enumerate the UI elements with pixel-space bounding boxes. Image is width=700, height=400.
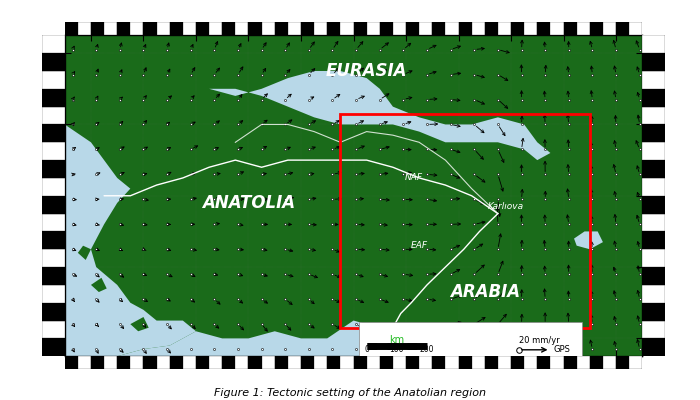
Polygon shape	[309, 367, 370, 388]
Text: 20 mm/yr: 20 mm/yr	[519, 336, 560, 345]
Polygon shape	[91, 278, 106, 292]
Text: 100: 100	[390, 344, 404, 354]
Text: ARABIA: ARABIA	[449, 283, 520, 301]
Text: 200: 200	[420, 344, 434, 354]
Text: EURASIA: EURASIA	[326, 62, 407, 80]
Text: km: km	[389, 335, 405, 345]
Bar	[340, 114, 590, 328]
Text: NAF: NAF	[405, 174, 423, 182]
Text: GPS: GPS	[553, 345, 570, 354]
Text: ANATOLIA: ANATOLIA	[202, 194, 295, 212]
Text: EAF: EAF	[411, 241, 428, 250]
Text: Karlıova: Karlıova	[488, 202, 524, 211]
Polygon shape	[574, 232, 603, 249]
Text: Figure 1: Tectonic setting of the Anatolian region: Figure 1: Tectonic setting of the Anatol…	[214, 388, 486, 398]
Text: 0: 0	[364, 344, 369, 354]
Polygon shape	[64, 320, 419, 356]
Polygon shape	[190, 71, 550, 160]
Polygon shape	[175, 299, 188, 314]
Bar	[359, 322, 582, 356]
Polygon shape	[130, 317, 148, 331]
Polygon shape	[64, 124, 196, 356]
Polygon shape	[78, 246, 91, 260]
Polygon shape	[64, 35, 643, 356]
